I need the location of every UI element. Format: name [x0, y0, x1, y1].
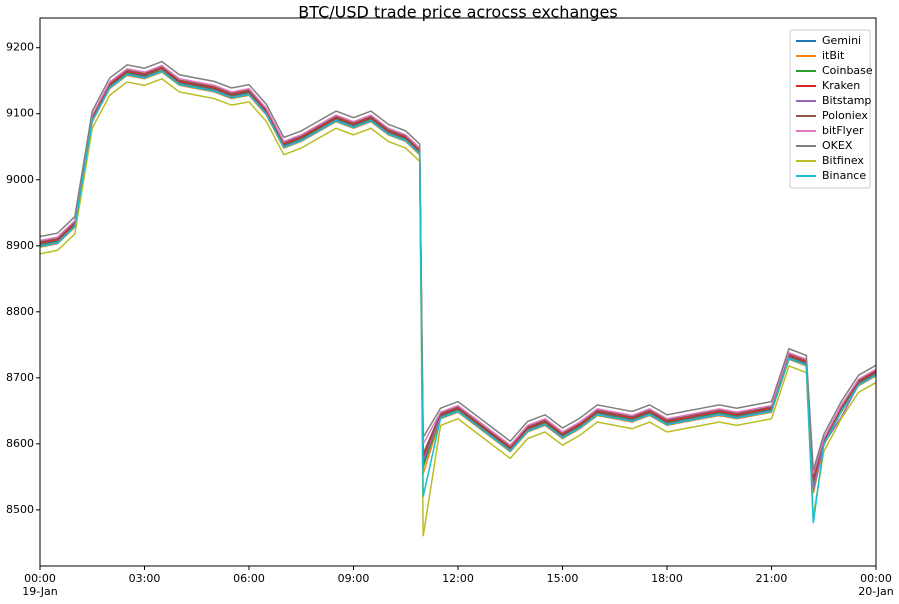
y-tick-label: 8500 [6, 503, 34, 516]
legend-label: Bitstamp [822, 94, 871, 107]
legend-label: Coinbase [822, 64, 873, 77]
series-line [40, 69, 876, 484]
legend-label: OKEX [822, 139, 853, 152]
series-line [40, 66, 876, 478]
x-tick-label: 03:00 [129, 572, 161, 585]
x-tick-label: 18:00 [651, 572, 683, 585]
legend-box [789, 29, 871, 189]
series-line [40, 70, 876, 524]
x-tick-label: 09:00 [338, 572, 370, 585]
x-tick-label: 06:00 [233, 572, 265, 585]
x-tick-label: 12:00 [442, 572, 474, 585]
chart-title: BTC/USD trade price acrocss exchanges [298, 3, 617, 22]
legend-label: bitFlyer [822, 124, 864, 137]
y-tick-label: 9200 [6, 41, 34, 54]
series-line [40, 69, 876, 491]
y-tick-label: 8900 [6, 239, 34, 252]
x-tick-label: 00:00 [860, 572, 892, 585]
legend-label: Binance [822, 169, 866, 182]
legend-label: Kraken [822, 79, 860, 92]
series-line [40, 64, 876, 474]
legend-label: Bitfinex [822, 154, 864, 167]
series-line [40, 60, 876, 471]
x-tick-date: 20-Jan [858, 585, 894, 598]
legend-label: itBit [822, 49, 845, 62]
y-tick-label: 8800 [6, 305, 34, 318]
y-tick-label: 9000 [6, 173, 34, 186]
series-line [40, 69, 876, 487]
legend-label: Poloniex [822, 109, 868, 122]
y-tick-label: 9100 [6, 107, 34, 120]
series-line [40, 67, 876, 481]
x-tick-label: 15:00 [547, 572, 579, 585]
x-tick-label: 21:00 [756, 572, 788, 585]
plot-frame [39, 17, 877, 567]
y-tick-label: 8600 [6, 437, 34, 450]
series-line [40, 71, 876, 494]
y-tick-label: 8700 [6, 371, 34, 384]
series-line [40, 77, 876, 537]
x-tick-label: 00:00 [24, 572, 56, 585]
legend-label: Gemini [822, 34, 861, 47]
x-tick-date: 19-Jan [22, 585, 58, 598]
